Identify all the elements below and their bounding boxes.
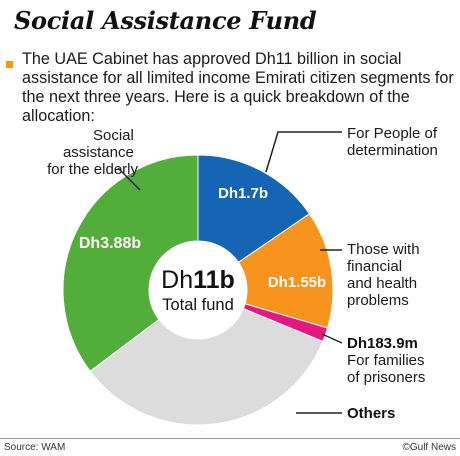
center-total: Dh11b — [161, 266, 235, 294]
bullet-square-icon — [6, 61, 13, 68]
leader-line-prisoners — [321, 333, 343, 344]
leader-line-determination — [265, 131, 342, 173]
slice-label-prisoners-line1: For families — [347, 352, 425, 369]
chart-title: Social Assistance Fund — [14, 6, 317, 35]
slice-label-determination-line2: determination — [347, 142, 438, 159]
credit-note: ©Gulf News — [402, 442, 457, 453]
slice-label-financial-health: Those with financial and health problems — [347, 241, 424, 309]
slice-value-label-determination: Dh1.7b — [218, 185, 268, 202]
slice-label-others: Others — [347, 405, 395, 422]
intro-text: The UAE Cabinet has approved Dh11 billio… — [22, 50, 454, 125]
slice-label-financial-health-line1: Those with — [347, 241, 420, 258]
slice-label-elderly-line1: Social — [93, 127, 134, 144]
slice-label-financial-health-line2: financial — [347, 258, 402, 275]
slice-label-determination-line1: For People of — [347, 125, 438, 142]
leader-lines — [117, 131, 343, 414]
center-total-prefix: Dh — [161, 266, 193, 294]
slice-label-elderly: Social assistance for the elderly — [47, 127, 138, 178]
donut-slices — [62, 154, 334, 426]
slice-others — [89, 308, 324, 426]
center-total-amount: 11b — [193, 266, 235, 294]
source-note: Source: WAM — [4, 442, 66, 453]
slice-value-label-elderly: Dh3.88b — [79, 235, 141, 252]
leader-line-elderly — [117, 167, 141, 191]
slice-label-prisoners-line2: of prisoners — [347, 369, 425, 386]
slice-label-elderly-line3: for the elderly — [47, 161, 138, 178]
slice-label-prisoners: For families of prisoners — [347, 352, 429, 386]
center-caption: Total fund — [162, 296, 234, 314]
slice-label-elderly-line2: assistance — [63, 144, 134, 161]
donut-hole — [149, 241, 247, 339]
slice-label-financial-health-line3: and health — [347, 275, 417, 292]
slice-value-label-prisoners: Dh183.9m — [347, 335, 418, 352]
slice-label-financial-health-line4: problems — [347, 292, 409, 309]
slice-label-determination: For People of determination — [347, 125, 441, 159]
footer-divider — [0, 438, 460, 439]
slice-value-label-financial-health: Dh1.55b — [268, 274, 326, 291]
